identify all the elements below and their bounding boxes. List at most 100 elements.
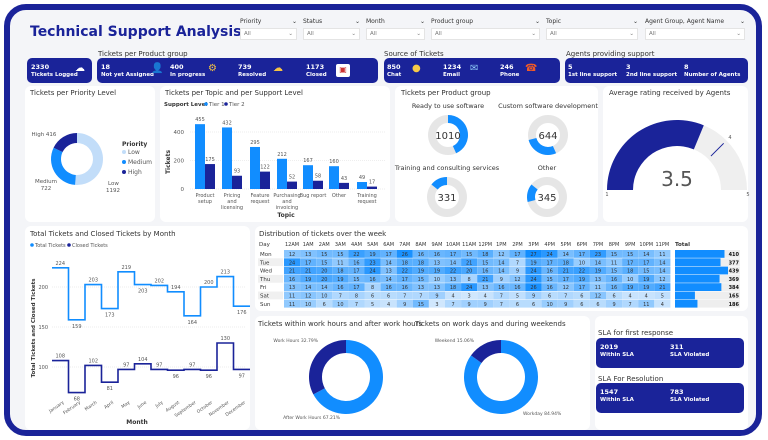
heatmap-cell-value: 6 <box>387 294 390 300</box>
heatmap-cell-value: 16 <box>337 285 343 291</box>
kpi-value: 400 <box>170 63 184 71</box>
heatmap-cell <box>589 283 606 291</box>
x-tick-label: invoicing <box>276 205 298 211</box>
line-data-label: 96 <box>173 374 179 380</box>
priority-slice <box>75 133 103 185</box>
heatmap-cell <box>461 258 478 267</box>
product-group-value: 345 <box>537 193 556 204</box>
kpi-value: 8 <box>684 63 689 71</box>
heatmap-cell-value: 10 <box>627 277 633 283</box>
kpi-label: Resolved <box>238 72 267 78</box>
heatmap-cell-value: 27 <box>530 252 536 258</box>
column-header: 11PM <box>655 242 669 248</box>
legend-marker <box>67 243 71 247</box>
filter-status[interactable]: Status ⌄ All ⌄ <box>303 18 360 44</box>
heatmap-cell <box>557 250 574 258</box>
heatmap-cell-value: 14 <box>321 285 327 291</box>
heatmap-cell-value: 10 <box>546 302 552 308</box>
bar-data-label: 43 <box>341 176 347 182</box>
line-data-label: 164 <box>187 320 197 326</box>
heatmap-cell <box>654 291 671 300</box>
heatmap-cell-value: 3 <box>468 294 471 300</box>
kpi-label: Phone <box>500 72 520 78</box>
bar-data-label: 17 <box>369 180 375 186</box>
bar-tier2 <box>287 181 297 189</box>
y-tick-label: 400 <box>174 130 185 136</box>
heatmap-cell <box>445 266 462 275</box>
kpi-value: 1173 <box>306 63 325 71</box>
kpi-agents-group: 5 1st line support 3 2nd line support 8 Num… <box>565 58 748 83</box>
priority-data-label-medium: Medium <box>35 179 57 185</box>
filter-select[interactable]: All ⌄ <box>303 28 360 40</box>
heatmap-cell <box>380 299 397 308</box>
heatmap-cell-value: 17 <box>579 285 585 291</box>
heatmap-cell-value: 14 <box>385 277 391 283</box>
filter-month[interactable]: Month ⌄ All ⌄ <box>366 18 425 44</box>
row-header-cell <box>258 291 283 300</box>
filter-select[interactable]: All ⌄ <box>240 28 297 40</box>
heatmap-cell-value: 4 <box>451 294 454 300</box>
sla-violated-value: 311 <box>670 343 684 351</box>
kpi-value: 5 <box>568 63 573 71</box>
workhours-slice <box>313 340 384 414</box>
heatmap-cell <box>509 283 526 291</box>
heatmap-cell <box>332 250 349 258</box>
total-tickets-line <box>52 267 250 321</box>
heatmap-cell-value: 6 <box>580 294 583 300</box>
product-group-value: 644 <box>538 131 557 142</box>
x-tick-label: Training <box>356 193 377 199</box>
heatmap-cell <box>284 250 301 258</box>
line-data-label: 203 <box>138 289 148 295</box>
filter-topic[interactable]: Topic ⌄ All ⌄ <box>546 18 638 44</box>
kpi-label: Not yet Assigned <box>101 72 154 78</box>
heatmap-cell-value: 4 <box>387 302 390 308</box>
heatmap-cell <box>364 250 381 258</box>
filter-select[interactable]: All ⌄ <box>645 28 745 40</box>
heatmap-cell <box>525 283 542 291</box>
row-header: Sun <box>260 302 271 308</box>
total-bar <box>675 266 728 275</box>
heatmap-cell-value: 16 <box>434 252 440 258</box>
filter-priority[interactable]: Priority ⌄ All ⌄ <box>240 18 297 44</box>
heatmap-cell <box>364 299 381 308</box>
heatmap-cell-value: 16 <box>498 285 504 291</box>
filter-select[interactable]: All ⌄ <box>546 28 638 40</box>
x-tick-label: May <box>120 400 131 410</box>
filter-product-group[interactable]: Product group ⌄ All ⌄ <box>431 18 540 44</box>
heatmap-cell <box>445 250 462 258</box>
heatmap-cell-value: 18 <box>402 260 408 266</box>
filter-select[interactable]: All ⌄ <box>431 28 540 40</box>
filter-label: Product group <box>431 18 474 25</box>
heatmap-cell <box>573 291 590 300</box>
heatmap-cell-value: 17 <box>546 260 552 266</box>
filter-agent[interactable]: Agent Group, Agent Name ⌄ All ⌄ <box>645 18 745 44</box>
column-header: 4AM <box>351 242 362 248</box>
heatmap-cell-value: 12 <box>595 294 601 300</box>
total-bar <box>675 291 695 300</box>
heatmap-cell <box>348 250 365 258</box>
heatmap-cell <box>284 258 301 267</box>
heatmap-cell <box>461 299 478 308</box>
row-header: Mon <box>260 252 272 258</box>
heatmap-cell-value: 26 <box>530 285 536 291</box>
bar-tier1 <box>303 165 313 189</box>
column-header: 8PM <box>609 242 620 248</box>
gauge-target-marker <box>710 142 725 157</box>
product-group-title: Tickets per Product group <box>400 89 491 97</box>
row-header: Thu <box>259 277 270 283</box>
filter-select[interactable]: All ⌄ <box>366 28 425 40</box>
heatmap-cell-value: 3 <box>435 302 438 308</box>
priority-legend-item: Medium <box>128 159 152 166</box>
kpi-label: Email <box>443 72 460 78</box>
heatmap-cell <box>589 274 606 283</box>
heatmap-cell-value: 13 <box>289 285 295 291</box>
heatmap-cell <box>541 299 558 308</box>
product-group-kpi-label: Tickets per Product group <box>98 50 188 58</box>
heatmap-cell-value: 12 <box>305 294 311 300</box>
heatmap-cell <box>477 299 494 308</box>
heatmap-cell-value: 19 <box>305 277 311 283</box>
heatmap-cell <box>573 266 590 275</box>
heatmap-cell <box>541 250 558 258</box>
heatmap-cell <box>364 291 381 300</box>
filter-label: Agent Group, Agent Name <box>645 18 725 25</box>
